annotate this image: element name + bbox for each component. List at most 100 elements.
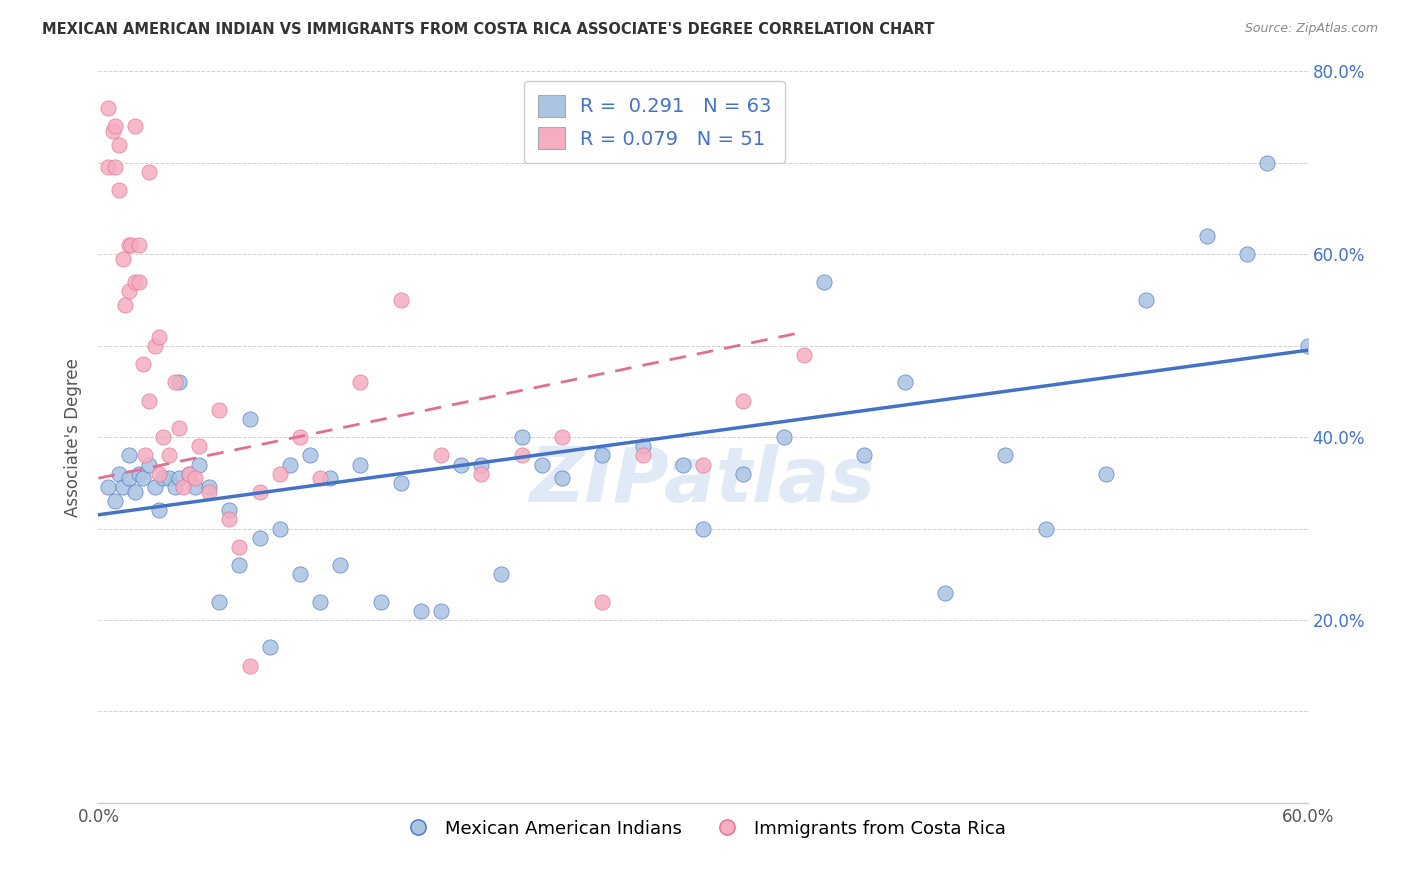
Point: [157, 471, 180, 485]
Point: [893, 375, 915, 389]
Point: [97, 101, 120, 115]
Point: [239, 412, 262, 426]
Point: [148, 329, 170, 343]
Point: [120, 238, 142, 252]
Point: [172, 480, 194, 494]
Point: [138, 165, 160, 179]
Point: [450, 458, 472, 472]
Point: [152, 430, 174, 444]
Point: [132, 357, 155, 371]
Point: [692, 521, 714, 535]
Point: [118, 471, 141, 485]
Point: [409, 604, 432, 618]
Point: [143, 338, 166, 352]
Point: [389, 293, 412, 307]
Point: [167, 375, 190, 389]
Point: [208, 594, 231, 608]
Point: [994, 448, 1017, 462]
Point: [349, 375, 371, 389]
Point: [157, 448, 180, 462]
Point: [128, 275, 150, 289]
Text: MEXICAN AMERICAN INDIAN VS IMMIGRANTS FROM COSTA RICA ASSOCIATE'S DEGREE CORRELA: MEXICAN AMERICAN INDIAN VS IMMIGRANTS FR…: [42, 22, 935, 37]
Point: [114, 297, 136, 311]
Point: [163, 375, 186, 389]
Point: [1095, 467, 1118, 481]
Point: [269, 467, 291, 481]
Point: [118, 448, 141, 462]
Point: [103, 120, 125, 134]
Point: [179, 467, 201, 481]
Point: [249, 485, 271, 500]
Point: [934, 585, 956, 599]
Point: [179, 467, 201, 481]
Point: [97, 480, 120, 494]
Point: [107, 467, 129, 481]
Point: [128, 238, 150, 252]
Point: [772, 430, 794, 444]
Point: [239, 658, 262, 673]
Point: [124, 275, 146, 289]
Point: [228, 558, 250, 573]
Point: [188, 439, 211, 453]
Point: [793, 348, 815, 362]
Point: [813, 275, 835, 289]
Point: [591, 448, 613, 462]
Point: [218, 503, 240, 517]
Point: [349, 458, 371, 472]
Point: [138, 458, 160, 472]
Point: [97, 161, 120, 175]
Y-axis label: Associate's Degree: Associate's Degree: [65, 358, 83, 516]
Point: [551, 471, 574, 485]
Point: [591, 594, 613, 608]
Point: [134, 448, 156, 462]
Point: [228, 540, 250, 554]
Point: [124, 120, 146, 134]
Point: [733, 467, 755, 481]
Point: [184, 471, 207, 485]
Point: [1035, 521, 1057, 535]
Point: [198, 480, 221, 494]
Point: [319, 471, 342, 485]
Point: [148, 467, 170, 481]
Point: [288, 567, 311, 582]
Point: [470, 458, 492, 472]
Point: [101, 124, 124, 138]
Point: [631, 448, 654, 462]
Point: [188, 458, 211, 472]
Point: [143, 480, 166, 494]
Point: [853, 448, 876, 462]
Point: [672, 458, 695, 472]
Point: [124, 485, 146, 500]
Point: [389, 475, 412, 490]
Point: [184, 480, 207, 494]
Point: [107, 183, 129, 197]
Point: [249, 531, 271, 545]
Point: [152, 471, 174, 485]
Point: [733, 393, 755, 408]
Text: ZIPatlas: ZIPatlas: [530, 444, 876, 518]
Point: [259, 640, 281, 655]
Point: [148, 503, 170, 517]
Point: [692, 458, 714, 472]
Point: [510, 448, 533, 462]
Point: [198, 485, 221, 500]
Point: [163, 480, 186, 494]
Point: [111, 252, 134, 266]
Point: [430, 448, 453, 462]
Point: [118, 238, 141, 252]
Point: [167, 471, 190, 485]
Point: [430, 604, 453, 618]
Text: Source: ZipAtlas.com: Source: ZipAtlas.com: [1244, 22, 1378, 36]
Point: [138, 393, 160, 408]
Point: [128, 467, 150, 481]
Point: [111, 480, 134, 494]
Legend: Mexican American Indians, Immigrants from Costa Rica: Mexican American Indians, Immigrants fro…: [392, 813, 1014, 845]
Point: [631, 439, 654, 453]
Point: [118, 284, 141, 298]
Point: [269, 521, 291, 535]
Point: [103, 161, 125, 175]
Point: [288, 430, 311, 444]
Point: [470, 467, 492, 481]
Point: [132, 471, 155, 485]
Point: [278, 458, 301, 472]
